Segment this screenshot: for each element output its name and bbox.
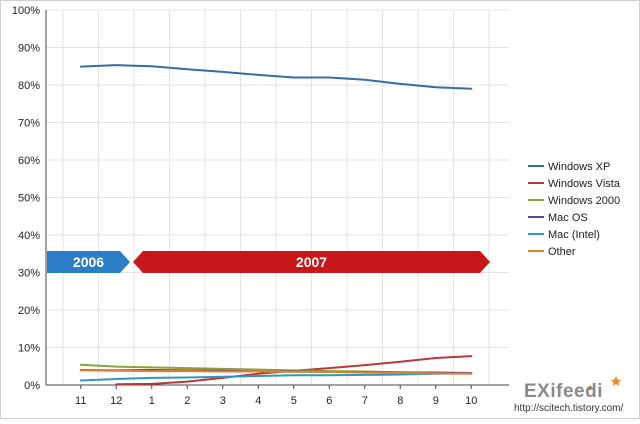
y-tick-label: 90% [18, 43, 40, 55]
legend-item-label: Windows XP [548, 161, 610, 173]
legend-item-label: Mac OS [548, 212, 588, 224]
series-lines [79, 64, 473, 386]
y-tick-label: 50% [18, 193, 40, 205]
x-tick-label: 10 [465, 395, 477, 407]
watermark: EXifeedi http://scitech.tistory.com/ [514, 376, 624, 414]
x-tick-label: 7 [362, 395, 368, 407]
series-line [79, 372, 473, 382]
y-tick-label: 80% [18, 80, 40, 92]
y-tick-label: 0% [24, 380, 40, 392]
year-band-label: 2006 [73, 254, 104, 270]
x-tick-label: 6 [326, 395, 332, 407]
axes: 0%10%20%30%40%50%60%70%80%90%100%11 12 1 2 3… [12, 5, 509, 407]
x-tick-label: 2 [184, 395, 190, 407]
x-tick-label: 5 [291, 395, 297, 407]
series-line [79, 64, 473, 90]
y-tick-label: 70% [18, 118, 40, 130]
year-bands: 2006 2007 [47, 251, 490, 273]
year-band-arrow [47, 251, 130, 273]
x-tick-label: 8 [397, 395, 403, 407]
x-tick-label: 3 [220, 395, 226, 407]
legend-item-label: Other [548, 246, 576, 258]
legend-item-label: Windows 2000 [548, 195, 620, 207]
legend-item-label: Windows Vista [548, 178, 621, 190]
watermark-star-icon [610, 376, 622, 386]
x-tick-label: 9 [433, 395, 439, 407]
y-tick-label: 40% [18, 230, 40, 242]
x-tick-label: 4 [255, 395, 261, 407]
year-band-arrow [133, 251, 490, 273]
legend-item-label: Mac (Intel) [548, 229, 600, 241]
y-tick-label: 10% [18, 343, 40, 355]
watermark-brand: EXifeedi [524, 381, 603, 402]
x-tick-label: 12 [110, 395, 122, 407]
year-band-label: 2007 [296, 254, 327, 270]
watermark-url: http://scitech.tistory.com/ [514, 403, 624, 414]
y-tick-label: 100% [12, 5, 40, 17]
y-tick-label: 60% [18, 155, 40, 167]
y-tick-label: 20% [18, 305, 40, 317]
x-tick-label: 1 [149, 395, 155, 407]
y-tick-label: 30% [18, 268, 40, 280]
grid [46, 9, 509, 385]
watermark-dot-icon [587, 385, 593, 391]
x-tick-label: 11 [75, 395, 86, 407]
legend: Windows XP Windows Vista Windows 2000 Mac O… [528, 161, 621, 258]
series-line [79, 369, 473, 375]
